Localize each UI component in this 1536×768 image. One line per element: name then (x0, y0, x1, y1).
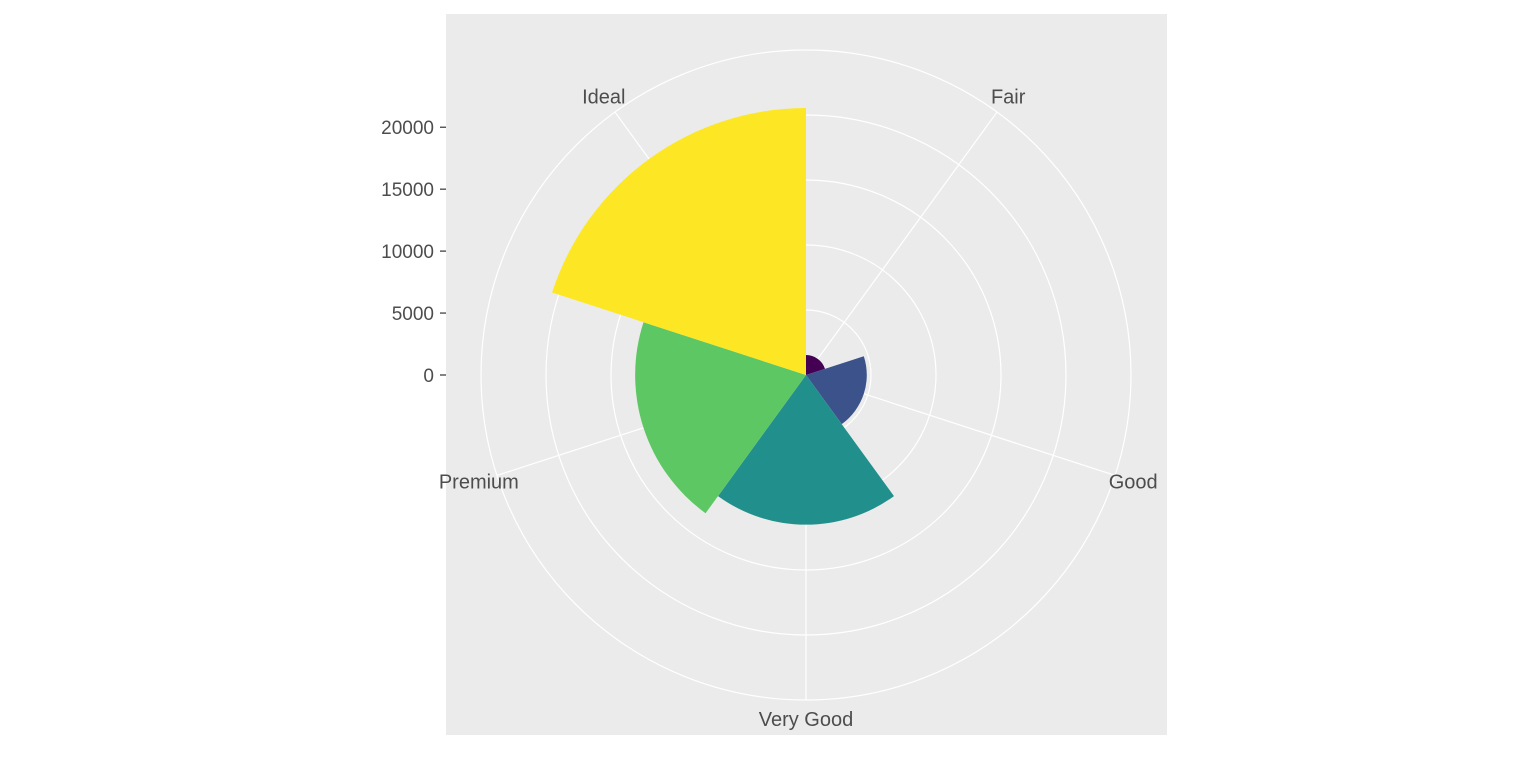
category-label-fair: Fair (991, 87, 1026, 109)
category-label-ideal: Ideal (582, 87, 625, 109)
y-tick-label-0: 0 (423, 366, 434, 387)
bar-premium (635, 322, 806, 514)
grid-spoke-fair (805, 111, 998, 376)
bar-fair (806, 355, 825, 375)
y-tick-label-2: 10000 (381, 242, 434, 263)
y-tick-label-1: 5000 (392, 304, 434, 325)
y-tick-label-4: 20000 (381, 118, 434, 139)
bar-good (806, 356, 867, 425)
bars (552, 108, 894, 525)
category-label-premium: Premium (439, 471, 519, 493)
category-labels: Fair Good Very Good Premium Ideal (439, 87, 1158, 731)
category-label-good: Good (1109, 471, 1158, 493)
category-label-very-good: Very Good (759, 709, 854, 731)
bar-ideal (552, 108, 806, 375)
bar-very-good (718, 375, 894, 525)
y-tick-label-3: 15000 (381, 180, 434, 201)
y-axis: 0 5000 10000 15000 20000 (381, 118, 446, 387)
